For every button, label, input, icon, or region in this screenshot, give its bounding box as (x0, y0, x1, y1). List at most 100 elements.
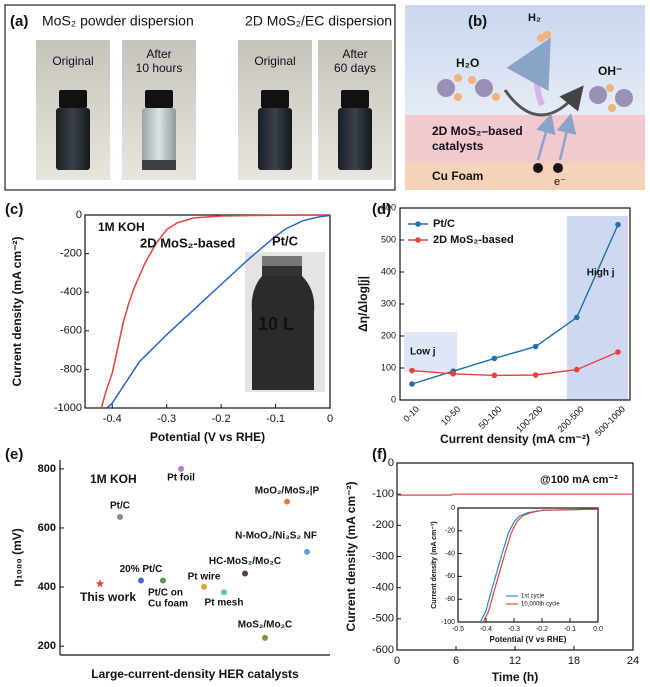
y-tick-label: -20 (445, 528, 455, 535)
x-axis-label: Potential (V vs RHE) (150, 430, 265, 444)
y-tick-label: -600 (60, 325, 82, 337)
y-tick-label: 400 (38, 581, 56, 593)
point-label: Pt wire (188, 571, 221, 582)
legend-marker (415, 221, 421, 227)
x-tick-label: 6 (453, 655, 459, 667)
x-tick-label: 50-100 (477, 404, 504, 431)
panel-label: (d) (372, 201, 391, 218)
y-tick-label: -400 (60, 286, 82, 298)
point (615, 349, 621, 355)
point (491, 372, 498, 379)
annotation: 1M KOH (98, 220, 145, 234)
x-axis-label: Current density (mA cm⁻²) (440, 432, 590, 446)
line-series (482, 508, 599, 623)
point (491, 355, 498, 362)
vial-cap (59, 90, 87, 108)
y-tick-label: -60 (445, 573, 455, 580)
plot-frame (457, 507, 599, 623)
point (574, 366, 580, 373)
annotation: 1M KOH (90, 472, 137, 486)
point (160, 577, 166, 584)
x-tick-label: -0.3 (508, 626, 520, 633)
legend-label: 2D MoS₂-based (140, 235, 235, 250)
x-tick-label: 200-500 (555, 404, 585, 434)
point (615, 221, 621, 228)
point (262, 634, 268, 641)
vial-sediment (142, 160, 176, 170)
x-tick-label: 24 (627, 655, 639, 667)
y-tick-label: 500 (381, 234, 396, 244)
point (242, 570, 248, 577)
y-tick-label: -400 (372, 582, 394, 594)
y-tick-label: 600 (38, 522, 56, 534)
y-tick-label: -100 (372, 488, 394, 500)
legend-label: Pt/C (272, 233, 299, 248)
x-tick-label: 0 (394, 655, 400, 667)
point (409, 367, 415, 374)
point-label: Pt mesh (205, 598, 244, 609)
schematic-label: H₂ (528, 12, 541, 24)
y-axis-label: Current density (mA cm⁻²) (431, 521, 438, 608)
x-axis-label: Large-current-density HER catalysts (91, 667, 299, 681)
y-axis-label: Current density (mA cm⁻²) (344, 482, 358, 632)
photo-label: After (146, 47, 171, 61)
y-tick-label: -80 (445, 596, 455, 603)
x-axis-label: Time (h) (492, 670, 538, 684)
plot-frame (84, 214, 331, 409)
y-axis-label: η₁₀₀₀ (mV) (10, 528, 24, 587)
line-series (100, 214, 331, 409)
y-tick-label: -100 (441, 619, 455, 626)
point (284, 498, 290, 505)
point (178, 465, 184, 472)
group-title: 2D MoS₂/EC dispersion (245, 13, 392, 29)
point (574, 314, 580, 321)
point-label: HC-MoS₂/Mo₂C (209, 556, 281, 567)
photo-label: Original (254, 54, 295, 68)
photo-label: After (342, 47, 367, 61)
point (532, 372, 539, 378)
x-tick-label: 12 (509, 655, 521, 667)
panel-b-schematic (405, 5, 645, 190)
annotation: @100 mA cm⁻² (540, 474, 618, 486)
vial-cap (145, 90, 173, 108)
point-label: This work (80, 590, 136, 604)
line-series (106, 214, 331, 409)
vial-body (142, 108, 176, 170)
y-axis-label: Current density (mA cm⁻²) (10, 237, 24, 387)
annotation: Low j (410, 347, 436, 358)
y-tick-label: 400 (381, 266, 396, 276)
vial-body (338, 108, 372, 170)
panel-label: (e) (5, 446, 23, 463)
y-tick-label: -600 (372, 644, 394, 656)
legend-marker (415, 237, 421, 243)
point (409, 381, 415, 387)
highlight (566, 216, 628, 400)
schematic-label: OH⁻ (598, 64, 622, 78)
x-tick-label: -0.1 (564, 626, 576, 633)
x-tick-label: 500-1000 (593, 404, 627, 438)
y-tick-label: -1000 (54, 402, 82, 414)
panel-label: (f) (372, 446, 387, 463)
vial-body (56, 108, 90, 170)
legend-label: Pt/C (433, 218, 455, 230)
x-tick-label: 10-50 (439, 404, 462, 427)
y-tick-label: 300 (381, 298, 396, 308)
y-tick-label: -200 (60, 248, 82, 260)
x-tick-label: -0.1 (266, 413, 285, 425)
x-tick-label: -0.2 (212, 413, 231, 425)
x-tick-label: 0-10 (401, 404, 421, 424)
point (117, 514, 123, 521)
x-tick-label: -0.2 (536, 626, 548, 633)
y-tick-label: 200 (38, 640, 56, 652)
point-label: MoO₂/MoS₂|P (255, 485, 320, 496)
point-label: MoS₂/Mo₂C (238, 620, 292, 631)
legend-label: 1st cycle (521, 594, 545, 600)
photo-label: Original (52, 54, 93, 68)
y-tick-label: 800 (38, 463, 56, 475)
panel-label: (c) (5, 201, 23, 218)
schematic-label: H₂O (456, 56, 479, 70)
y-tick-label: 200 (381, 330, 396, 340)
panel-label: (b) (468, 13, 487, 30)
point (201, 583, 207, 590)
point-label: 20% Pt/C (120, 564, 163, 575)
